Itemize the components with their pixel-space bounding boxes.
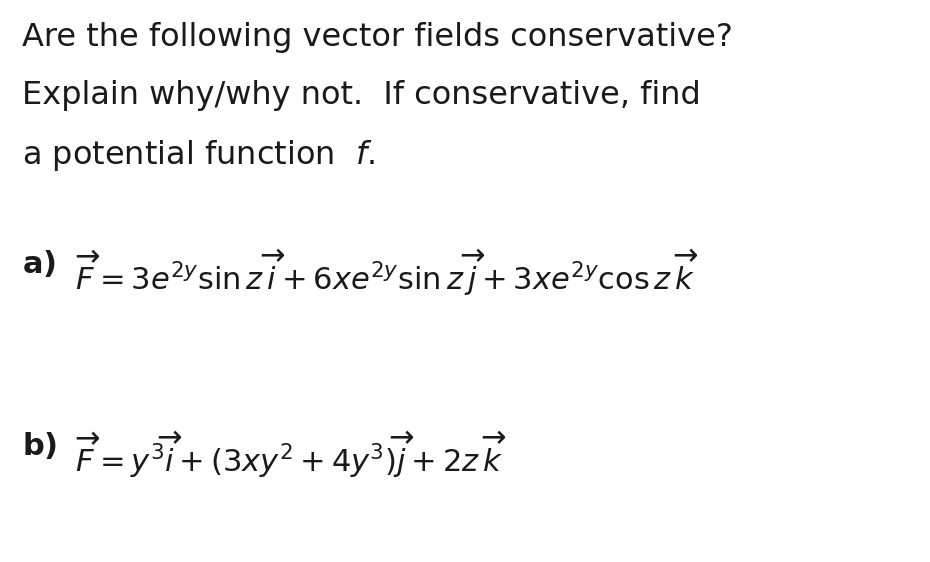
- Text: a potential function  $f$.: a potential function $f$.: [22, 138, 375, 173]
- Text: Explain why/why not.  If conservative, find: Explain why/why not. If conservative, fi…: [22, 80, 700, 111]
- Text: $\overrightarrow{F} = y^3\overrightarrow{i}+(3xy^2+4y^3)\overrightarrow{j}+2z\,\: $\overrightarrow{F} = y^3\overrightarrow…: [75, 430, 506, 480]
- Text: Are the following vector fields conservative?: Are the following vector fields conserva…: [22, 22, 733, 53]
- Text: $\mathbf{a)}$: $\mathbf{a)}$: [22, 248, 56, 279]
- Text: $\mathbf{b)}$: $\mathbf{b)}$: [22, 430, 58, 461]
- Text: $\overrightarrow{F} = 3e^{2y}\sin z\,\overrightarrow{i}+6xe^{2y}\sin z\,\overrig: $\overrightarrow{F} = 3e^{2y}\sin z\,\ov…: [75, 248, 698, 298]
